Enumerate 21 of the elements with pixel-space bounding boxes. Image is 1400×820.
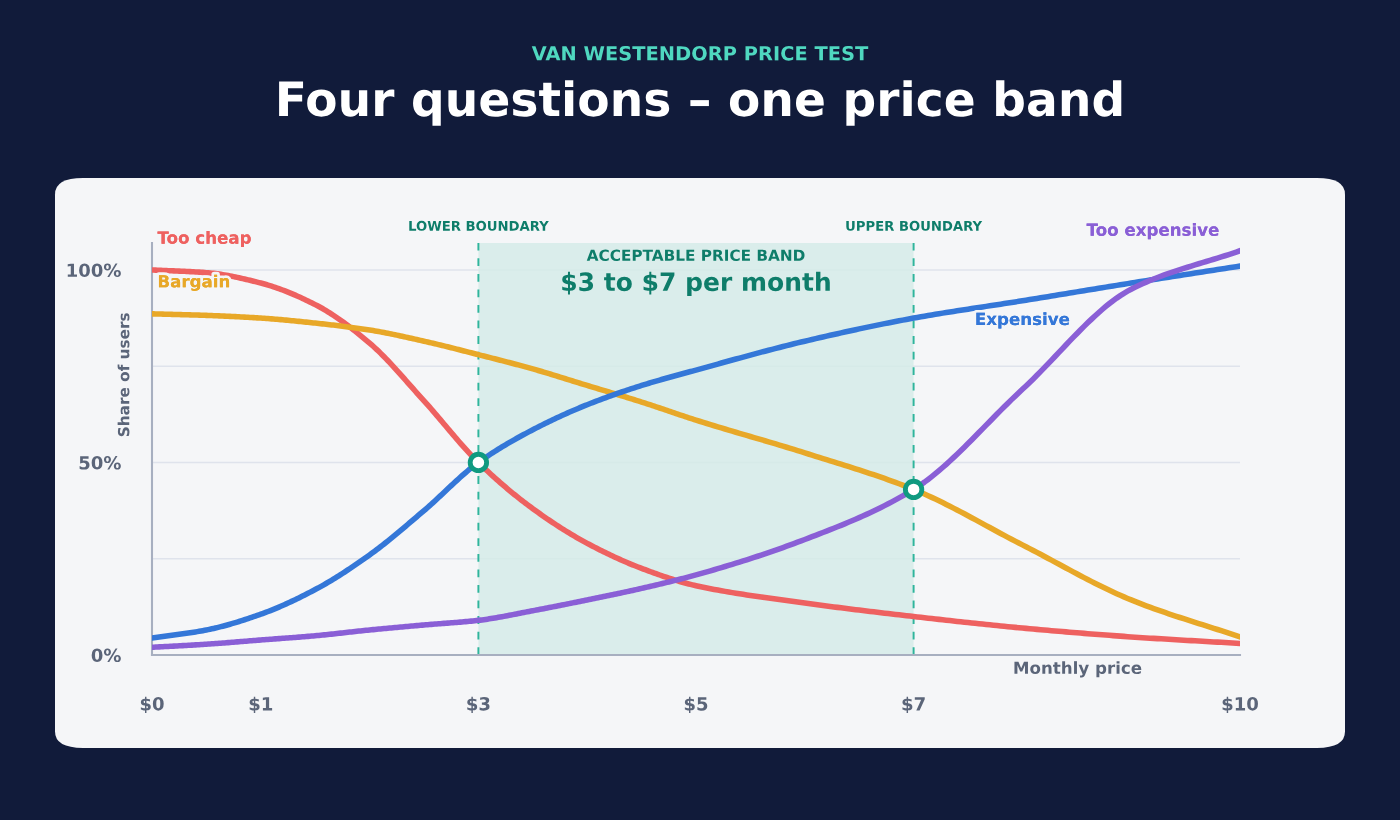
- band-label: ACCEPTABLE PRICE BAND: [586, 249, 805, 262]
- x-tick-label: $1: [249, 696, 273, 714]
- y-tick-label: 100%: [67, 263, 121, 278]
- series-label: Expensive: [976, 312, 1070, 329]
- series-label: Bargain: [158, 274, 230, 291]
- series-label: Too cheap: [157, 230, 251, 248]
- x-tick-label: $7: [902, 696, 925, 714]
- ref-line-label: LOWER BOUNDARY: [409, 220, 549, 231]
- x-tick-label: $5: [684, 696, 708, 714]
- chart-subtitle: VAN WESTENDORP PRICE TEST: [531, 45, 869, 61]
- x-axis-title: Monthly price: [1014, 661, 1142, 678]
- x-tick-label: $10: [1222, 696, 1258, 714]
- chart-title: Four questions – one price band: [279, 80, 1122, 126]
- annotation: $3 to $7 per month: [562, 271, 830, 297]
- y-tick-label: 0%: [91, 648, 121, 663]
- ref-line-label: UPPER BOUNDARY: [846, 220, 983, 231]
- y-axis-title: Share of users: [117, 313, 130, 437]
- x-tick-label: $0: [140, 696, 164, 714]
- y-tick-label: 50%: [79, 455, 121, 470]
- x-tick-label: $3: [467, 696, 490, 714]
- series-label: Too expensive: [1086, 223, 1219, 240]
